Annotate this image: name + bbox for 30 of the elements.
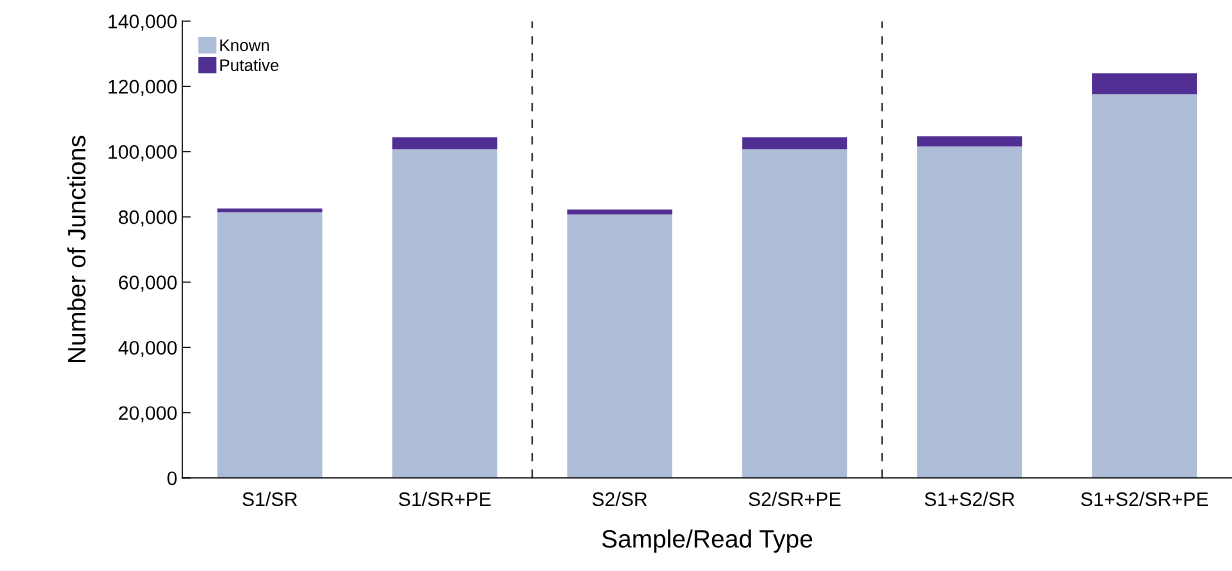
- bar: [567, 209, 673, 215]
- bar: [392, 149, 498, 478]
- bar: [217, 208, 323, 213]
- bar: [1092, 73, 1198, 95]
- x-tick-label: S1+S2/SR+PE: [1081, 491, 1209, 507]
- x-tick-label: S2/SR: [592, 491, 647, 507]
- y-tick-label: 20,000: [118, 406, 177, 423]
- y-tick-label: 40,000: [118, 340, 177, 357]
- bar: [917, 146, 1023, 478]
- y-tick-label: 100,000: [108, 145, 177, 162]
- x-tick-label: S2/SR+PE: [748, 491, 841, 507]
- x-tick-label: S1+S2/SR: [924, 491, 1015, 507]
- bar: [742, 137, 848, 150]
- bar: [742, 149, 848, 478]
- bar: [917, 136, 1023, 147]
- y-tick-label: 80,000: [118, 210, 177, 227]
- bar: [567, 214, 673, 478]
- y-tick-label: 60,000: [119, 275, 177, 292]
- x-axis-title: Sample/Read Type: [602, 529, 813, 553]
- legend-label: Known: [220, 39, 269, 52]
- x-tick-label: S1/SR+PE: [398, 491, 491, 507]
- x-tick-label: S1/SR: [242, 491, 297, 507]
- legend-label: Putative: [220, 58, 279, 72]
- y-tick-label: 0: [167, 471, 177, 486]
- bar: [217, 212, 323, 478]
- y-axis-title: Number of Junctions: [67, 135, 86, 363]
- y-tick-label: 120,000: [108, 79, 177, 96]
- y-tick-label: 140,000: [108, 14, 177, 31]
- bar: [1092, 94, 1198, 478]
- bar: [392, 137, 498, 150]
